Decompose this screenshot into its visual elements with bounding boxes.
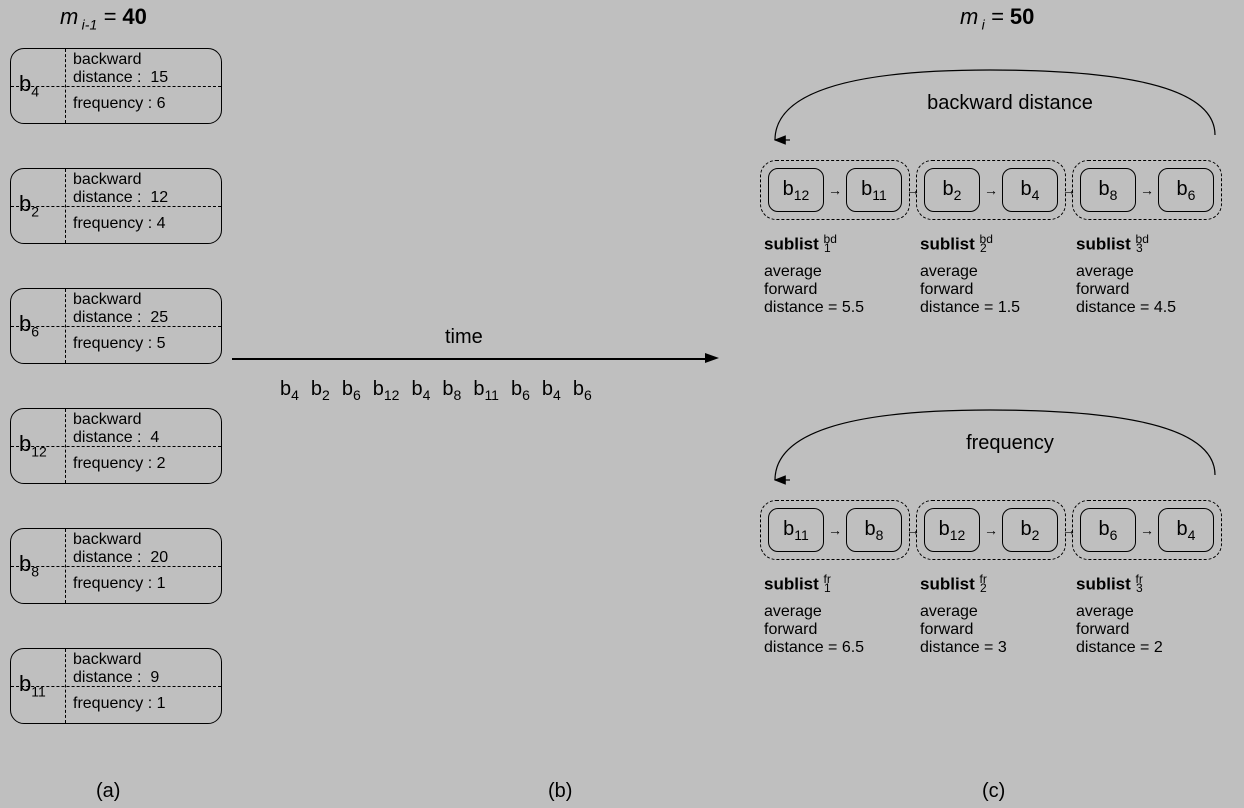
fr-node-12: b12 xyxy=(924,508,980,552)
bd-curve xyxy=(760,60,1240,140)
bd-node-4: b4 xyxy=(1002,168,1058,212)
panel-b: (b) xyxy=(548,780,572,803)
header-left: m i-1 = 40 xyxy=(60,4,147,32)
card-8: b8backwarddistance : 20frequency : 1 xyxy=(10,528,222,604)
card-4: b4backwarddistance : 15frequency : 6 xyxy=(10,48,222,124)
bd-node-6: b6 xyxy=(1158,168,1214,212)
fr-node-6: b6 xyxy=(1080,508,1136,552)
fr-arrow-0: → xyxy=(824,522,846,538)
panel-c: (c) xyxy=(982,780,1005,803)
bd-arrow-1: → xyxy=(902,182,924,198)
sequence: b4b2b6b12b4b8b11b6b4b6 xyxy=(280,378,604,403)
time-label: time xyxy=(445,326,483,349)
card-12: b12backwarddistance : 4frequency : 2 xyxy=(10,408,222,484)
fr-node-4: b4 xyxy=(1158,508,1214,552)
bd-sublist-3: sublist bd3averageforwarddistance = 4.5 xyxy=(1076,230,1231,317)
time-arrow-line xyxy=(232,358,707,360)
fr-sublist-3: sublist fr3averageforwarddistance = 2 xyxy=(1076,570,1231,657)
bd-arrow-2: → xyxy=(980,182,1002,198)
time-arrow-head xyxy=(705,353,719,363)
bd-sublist-2: sublist bd2averageforwarddistance = 1.5 xyxy=(920,230,1075,317)
fr-curve xyxy=(760,400,1240,480)
fr-node-11: b11 xyxy=(768,508,824,552)
fr-arrow-2: → xyxy=(980,522,1002,538)
fr-node-8: b8 xyxy=(846,508,902,552)
header-right: m i = 50 xyxy=(960,4,1034,32)
bd-arrow-4: → xyxy=(1136,182,1158,198)
card-11: b11backwarddistance : 9frequency : 1 xyxy=(10,648,222,724)
bd-arrow-3: → xyxy=(1058,182,1080,198)
bd-node-12: b12 xyxy=(768,168,824,212)
bd-sublist-1: sublist bd1averageforwarddistance = 5.5 xyxy=(764,230,919,317)
fr-node-2: b2 xyxy=(1002,508,1058,552)
fr-sublist-1: sublist fr1averageforwarddistance = 6.5 xyxy=(764,570,919,657)
bd-arrow-0: → xyxy=(824,182,846,198)
panel-a: (a) xyxy=(96,780,120,803)
fr-arrow-4: → xyxy=(1136,522,1158,538)
fr-sublist-2: sublist fr2averageforwarddistance = 3 xyxy=(920,570,1075,657)
bd-node-8: b8 xyxy=(1080,168,1136,212)
fr-arrow-3: → xyxy=(1058,522,1080,538)
fr-arrow-1: → xyxy=(902,522,924,538)
card-6: b6backwarddistance : 25frequency : 5 xyxy=(10,288,222,364)
card-2: b2backwarddistance : 12frequency : 4 xyxy=(10,168,222,244)
bd-node-11: b11 xyxy=(846,168,902,212)
bd-node-2: b2 xyxy=(924,168,980,212)
